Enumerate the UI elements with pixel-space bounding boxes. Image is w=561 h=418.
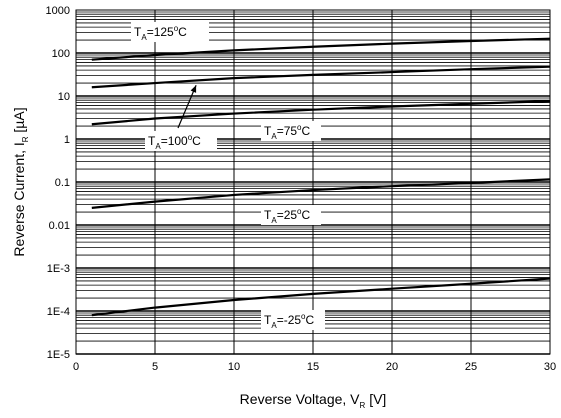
series-label-part: T: [264, 313, 272, 327]
series-label-background: [145, 131, 217, 151]
series-label: TA=100oC: [148, 133, 201, 151]
x-axis-title-unit: [V]: [365, 391, 386, 407]
x-axis-title-sub: R: [360, 401, 366, 410]
series-label-part: =-25: [277, 313, 302, 327]
y-tick-label: 1E-3: [47, 263, 70, 275]
series-line: [91, 65, 551, 89]
series-label-part: C: [192, 134, 201, 148]
series-label-part: T: [264, 208, 272, 222]
series-label-background: [131, 22, 209, 42]
series-label-part: =125: [147, 25, 174, 39]
series-label-part: =75: [277, 124, 298, 138]
series-label-part: o: [301, 312, 306, 321]
series-label-background: [261, 205, 321, 225]
series-label: TA=75oC: [264, 123, 311, 141]
series-label-background: [261, 310, 325, 330]
series-label-part: o: [188, 133, 193, 142]
y-tick-label: 1E-4: [47, 306, 70, 318]
series-line: [91, 178, 551, 209]
series-label-part: T: [264, 124, 272, 138]
y-tick-label: 100: [52, 48, 70, 60]
series-label-part: =100: [161, 134, 188, 148]
x-tick-label: 25: [465, 361, 477, 373]
series-label-part: A: [271, 132, 277, 141]
series-label-part: A: [271, 216, 277, 225]
series-line: [91, 277, 551, 317]
y-tick-label: 10: [58, 91, 70, 103]
series-label-part: o: [297, 123, 302, 132]
series-label-part: C: [302, 124, 311, 138]
series-label-part: C: [306, 313, 315, 327]
label-arrow-head: [190, 85, 197, 93]
series-label: TA=25oC: [264, 207, 311, 225]
x-tick-label: 5: [152, 361, 158, 373]
series-label-part: o: [174, 24, 179, 33]
y-axis-title-unit: [µA]: [11, 107, 27, 136]
series-lines: [91, 37, 551, 317]
y-tick-label: 1000: [46, 5, 70, 17]
series-label-part: C: [302, 208, 311, 222]
x-tick-label: 0: [73, 361, 79, 373]
series-label: TA=125oC: [134, 24, 187, 42]
y-axis-title-sub: R: [21, 136, 30, 142]
series-line: [91, 37, 551, 61]
x-axis-title: Reverse Voltage, VR [V]: [240, 391, 387, 410]
x-tick-label: 20: [386, 361, 398, 373]
y-tick-label: 0.1: [55, 177, 70, 189]
x-tick-label: 15: [307, 361, 319, 373]
x-tick-label: 10: [228, 361, 240, 373]
series-label-part: C: [178, 25, 187, 39]
series-label: TA=-25oC: [264, 312, 315, 330]
tick-labels: 0 5 10 15 20 25 30 1E-5 1E-4 1E-3 0.01 0.1 1 10 100 100…: [46, 5, 557, 373]
y-tick-label: 1: [64, 134, 70, 146]
x-tick-label: 30: [544, 361, 556, 373]
x-axis-title-main: Reverse Voltage, V: [240, 391, 361, 407]
y-axis-title: Reverse Current, IR [µA]: [11, 107, 30, 256]
series-line: [91, 100, 551, 126]
series-label-part: T: [134, 25, 142, 39]
label-arrow-line: [177, 85, 197, 129]
plot-frame: [75, 9, 551, 355]
series-label-part: A: [155, 142, 161, 151]
series-label-part: A: [271, 321, 277, 330]
series-label-part: =25: [277, 208, 298, 222]
y-axis-title-main: Reverse Current, I: [11, 142, 27, 256]
series-label-part: T: [148, 134, 156, 148]
series-label-part: A: [141, 33, 147, 42]
series-label-background: [261, 121, 321, 141]
series-label-part: o: [297, 207, 302, 216]
y-tick-label: 0.01: [49, 220, 70, 232]
y-tick-label: 1E-5: [47, 349, 70, 361]
